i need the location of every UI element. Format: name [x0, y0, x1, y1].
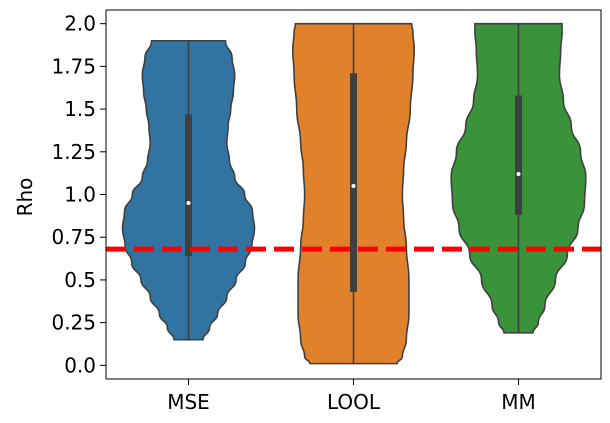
y-tick-label: 1.0 [64, 183, 96, 207]
x-tick-label: LOOL [327, 390, 381, 414]
y-tick-label: 1.25 [51, 140, 96, 164]
x-tick-label: MM [501, 390, 536, 414]
box-markers [185, 23, 522, 364]
iqr-box-mse [185, 114, 192, 256]
y-tick-label: 0.25 [51, 311, 96, 335]
y-axis-label: Rho [13, 178, 37, 217]
x-tick-label: MSE [167, 390, 210, 414]
y-tick-label: 1.75 [51, 54, 96, 78]
y-tick-label: 0.0 [64, 353, 96, 377]
median-point-lool [351, 183, 356, 188]
y-tick-label: 1.5 [64, 97, 96, 121]
axes: 0.0 0.25 0.5 0.75 1.0 1.25 1.5 1.75 2.0 MSE LOOL MM [51, 9, 602, 414]
y-tick-label: 0.5 [64, 268, 96, 292]
median-point-mse [186, 201, 191, 206]
y-tick-label: 0.75 [51, 225, 96, 249]
median-point-mm [516, 172, 521, 176]
iqr-box-lool [350, 73, 357, 292]
iqr-box-mm [515, 95, 522, 215]
y-tick-label: 2.0 [64, 12, 96, 36]
